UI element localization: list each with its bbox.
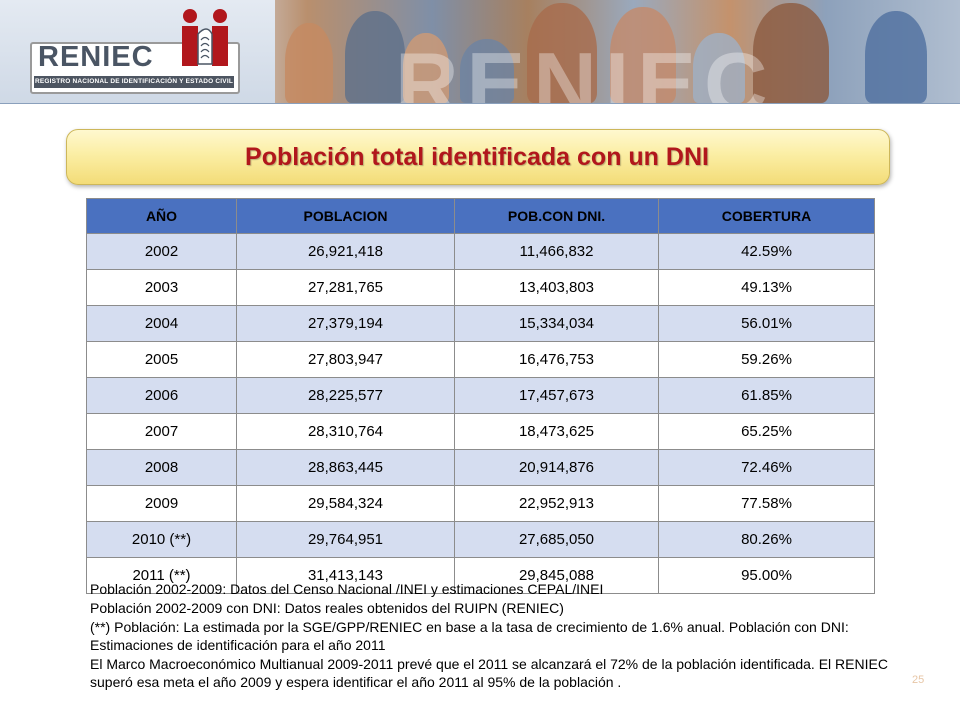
header-coverage: COBERTURA — [658, 198, 875, 234]
note-estimate: (**) Población: La estimada por la SGE/G… — [90, 619, 849, 653]
page-number: 25 — [912, 674, 925, 686]
source-notes: Población 2002-2009: Datos del Censo Nac… — [90, 580, 895, 691]
table-row: 2008 28,863,445 20,914,876 72.46% — [86, 449, 875, 486]
cell-year: 2009 — [86, 485, 237, 522]
table-row: 2004 27,379,194 15,334,034 56.01% — [86, 305, 875, 342]
cell-population-with-dni: 18,473,625 — [454, 413, 659, 450]
cell-population-with-dni: 15,334,034 — [454, 305, 659, 342]
cell-year: 2003 — [86, 269, 237, 306]
header-year: AÑO — [86, 198, 237, 234]
cell-year: 2010 (**) — [86, 521, 237, 558]
reniec-logo-text: RENIEC — [38, 41, 154, 73]
cell-coverage: 65.25% — [658, 413, 875, 450]
cell-population-with-dni: 11,466,832 — [454, 233, 659, 270]
table-row: 2003 27,281,765 13,403,803 49.13% — [86, 269, 875, 306]
cell-year: 2011 (**) — [86, 557, 237, 594]
reniec-logo-subtitle: REGISTRO NACIONAL DE IDENTIFICACIÓN Y ES… — [34, 76, 234, 88]
cell-population-with-dni: 17,457,673 — [454, 377, 659, 414]
table-row: 2006 28,225,577 17,457,673 61.85% — [86, 377, 875, 414]
note-framework: El Marco Macroeconómico Multianual 2009-… — [90, 656, 888, 690]
header-population-with-dni: POB.CON DNI. — [454, 198, 659, 234]
table-row: 2010 (**) 29,764,951 27,685,050 80.26% — [86, 521, 875, 558]
cell-year: 2002 — [86, 233, 237, 270]
title-banner — [66, 129, 890, 185]
cell-population: 31,413,143 — [236, 557, 455, 594]
cell-population-with-dni: 22,952,913 — [454, 485, 659, 522]
note-dni-source: Población 2002-2009 con DNI: Datos reale… — [90, 600, 564, 616]
cell-population: 28,225,577 — [236, 377, 455, 414]
cell-population: 28,310,764 — [236, 413, 455, 450]
cell-year: 2008 — [86, 449, 237, 486]
cell-coverage: 77.58% — [658, 485, 875, 522]
cell-coverage: 49.13% — [658, 269, 875, 306]
cell-year: 2007 — [86, 413, 237, 450]
cell-population-with-dni: 13,403,803 — [454, 269, 659, 306]
banner-watermark: RENIEC — [395, 34, 776, 104]
cell-year: 2006 — [86, 377, 237, 414]
cell-population: 28,863,445 — [236, 449, 455, 486]
table-row: 2007 28,310,764 18,473,625 65.25% — [86, 413, 875, 450]
table-row: 2011 (**) 31,413,143 29,845,088 95.00% — [86, 557, 875, 594]
banner-photo-strip — [275, 0, 960, 103]
cell-year: 2005 — [86, 341, 237, 378]
cell-coverage: 72.46% — [658, 449, 875, 486]
header-banner: RENIEC RENIEC REGISTRO NACIONAL DE IDENT… — [0, 0, 960, 104]
cell-population-with-dni: 16,476,753 — [454, 341, 659, 378]
table-row: 2009 29,584,324 22,952,913 77.58% — [86, 485, 875, 522]
cell-population-with-dni: 27,685,050 — [454, 521, 659, 558]
cell-coverage: 61.85% — [658, 377, 875, 414]
cell-coverage: 95.00% — [658, 557, 875, 594]
reniec-emblem-icon — [182, 9, 228, 66]
cell-year: 2004 — [86, 305, 237, 342]
table-header-row: AÑO POBLACION POB.CON DNI. COBERTURA — [86, 198, 875, 234]
cell-coverage: 59.26% — [658, 341, 875, 378]
cell-population: 27,803,947 — [236, 341, 455, 378]
cell-population: 29,764,951 — [236, 521, 455, 558]
cell-coverage: 42.59% — [658, 233, 875, 270]
cell-population: 29,584,324 — [236, 485, 455, 522]
cell-coverage: 56.01% — [658, 305, 875, 342]
page-title: Población total identificada con un DNI — [245, 143, 709, 171]
table-row: 2005 27,803,947 16,476,753 59.26% — [86, 341, 875, 378]
header-population: POBLACION — [236, 198, 455, 234]
cell-population: 26,921,418 — [236, 233, 455, 270]
cell-population: 27,379,194 — [236, 305, 455, 342]
note-census-source: Población 2002-2009: Datos del Censo Nac… — [90, 581, 604, 597]
population-table: AÑO POBLACION POB.CON DNI. COBERTURA 200… — [86, 198, 875, 594]
table-row: 2002 26,921,418 11,466,832 42.59% — [86, 233, 875, 270]
cell-population: 27,281,765 — [236, 269, 455, 306]
cell-population-with-dni: 20,914,876 — [454, 449, 659, 486]
cell-coverage: 80.26% — [658, 521, 875, 558]
